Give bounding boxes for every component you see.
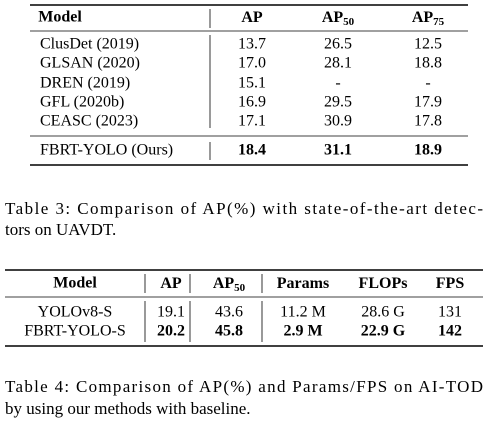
cell: 45.8 bbox=[215, 323, 243, 340]
column-header: Model bbox=[38, 9, 82, 26]
cell: 17.9 bbox=[414, 94, 442, 111]
cell: 18.8 bbox=[414, 55, 442, 72]
caption-line: Table 4: Comparison of AP(%) and Params/… bbox=[5, 377, 483, 396]
row-label: DREN (2019) bbox=[40, 75, 130, 92]
row-label: GLSAN (2020) bbox=[40, 55, 140, 72]
header-main: AP bbox=[241, 9, 263, 26]
cell: 2.9 M bbox=[283, 323, 322, 340]
column-header: AP50 bbox=[322, 9, 355, 28]
cell: 28.6 G bbox=[361, 304, 405, 321]
cell: 142 bbox=[438, 323, 462, 340]
header-main: AP bbox=[160, 275, 182, 292]
header-subscript: 50 bbox=[343, 16, 355, 28]
column-header: AP bbox=[160, 275, 182, 292]
cell: 30.9 bbox=[324, 113, 352, 130]
cell: 31.1 bbox=[324, 142, 352, 159]
cell: 26.5 bbox=[324, 36, 352, 53]
cell: 18.4 bbox=[238, 142, 266, 159]
cell: 22.9 G bbox=[361, 323, 406, 340]
cell: - bbox=[425, 75, 430, 92]
caption-line: by using our methods with baseline. bbox=[5, 399, 251, 418]
header-subscript: 75 bbox=[433, 16, 445, 28]
header-main: Params bbox=[277, 275, 329, 292]
cell: 29.5 bbox=[324, 94, 352, 111]
row-label: GFL (2020b) bbox=[40, 94, 124, 111]
header-main: AP bbox=[322, 9, 344, 26]
cell: 11.2 M bbox=[280, 304, 326, 321]
row-label: ClusDet (2019) bbox=[40, 36, 139, 53]
cell: 28.1 bbox=[324, 55, 352, 72]
cell: 18.9 bbox=[414, 142, 442, 159]
cell: - bbox=[335, 75, 340, 92]
header-main: FPS bbox=[436, 275, 465, 292]
cell: 43.6 bbox=[215, 304, 243, 321]
column-header: Params bbox=[277, 275, 329, 292]
cell: 15.1 bbox=[238, 75, 266, 92]
caption-line: tors on UAVDT. bbox=[5, 220, 116, 239]
cell: 131 bbox=[438, 304, 462, 321]
column-header: AP75 bbox=[412, 9, 445, 28]
caption-line: Table 3: Comparison of AP(%) with state-… bbox=[5, 199, 483, 218]
header-main: AP bbox=[412, 9, 434, 26]
column-header: AP bbox=[241, 9, 263, 26]
cell: 19.1 bbox=[157, 304, 185, 321]
cell: 12.5 bbox=[414, 36, 442, 53]
row-label: FBRT-YOLO-S bbox=[24, 323, 126, 340]
cell: 13.7 bbox=[238, 36, 266, 53]
row-label: FBRT-YOLO (Ours) bbox=[40, 142, 173, 159]
cell: 17.1 bbox=[238, 113, 266, 130]
cell: 20.2 bbox=[157, 323, 185, 340]
header-main: AP bbox=[213, 275, 235, 292]
row-label: CEASC (2023) bbox=[40, 113, 138, 130]
cell: 17.8 bbox=[414, 113, 442, 130]
cell: 16.9 bbox=[238, 94, 266, 111]
column-header: AP50 bbox=[213, 275, 246, 294]
header-subscript: 50 bbox=[234, 282, 246, 294]
column-header: FLOPs bbox=[359, 275, 408, 292]
cell: 17.0 bbox=[238, 55, 266, 72]
column-header: FPS bbox=[436, 275, 465, 292]
row-label: YOLOv8-S bbox=[38, 304, 113, 321]
column-header: Model bbox=[53, 275, 97, 292]
header-main: FLOPs bbox=[359, 275, 408, 292]
